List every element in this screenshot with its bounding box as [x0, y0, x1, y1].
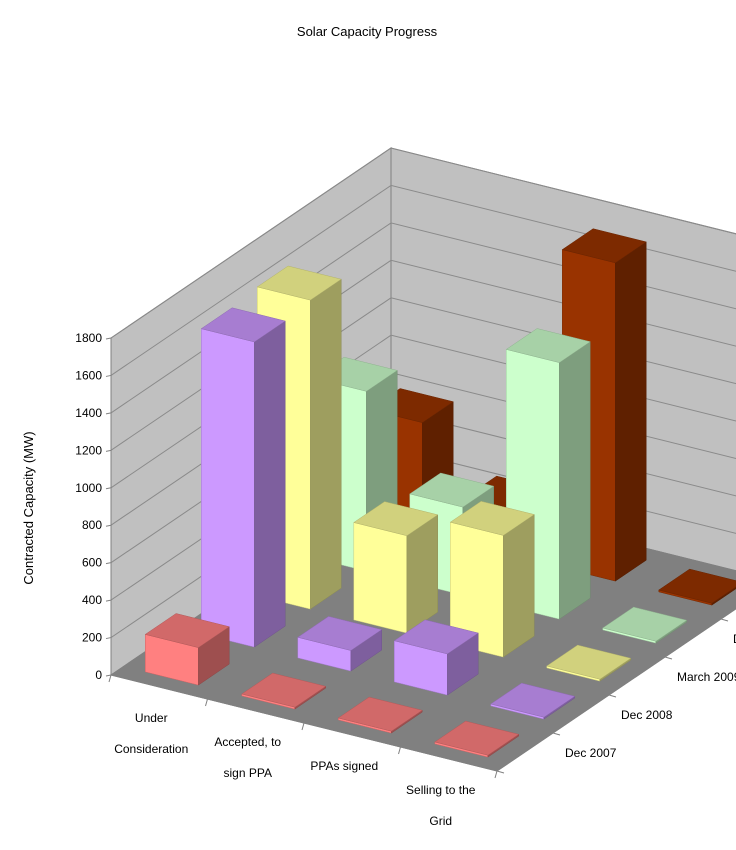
bar: [602, 606, 688, 644]
x-tick: [494, 770, 498, 779]
bar: [393, 619, 479, 696]
bar-top: [449, 501, 535, 536]
bar: [297, 616, 383, 672]
y-tick-label: 1000: [75, 481, 102, 495]
bar-top: [602, 606, 688, 642]
bar-top: [505, 328, 591, 363]
bar: [144, 613, 230, 686]
bar: [505, 328, 591, 620]
series-label: March 2009: [677, 670, 736, 684]
depth-axis-line: [496, 608, 736, 772]
y-tick: [105, 562, 112, 565]
x-tick: [108, 674, 112, 683]
x-tick: [205, 698, 208, 707]
bar: [490, 682, 576, 720]
bar-top: [256, 265, 342, 301]
depth-tick: [496, 770, 505, 774]
x-tick-label: Grid: [429, 814, 452, 828]
y-tick-label: 1800: [75, 331, 102, 345]
series-label: Dec 2009: [733, 632, 736, 646]
bar: [449, 501, 535, 658]
x-tick: [398, 746, 401, 755]
bar-top: [409, 472, 495, 508]
bar-top: [337, 696, 423, 732]
y-axis-label: Contracted Capacity (MW): [21, 431, 36, 584]
depth-tick: [720, 618, 729, 622]
gridline: [110, 147, 736, 339]
bar-top: [353, 501, 439, 536]
bar-top: [297, 616, 383, 651]
y-tick-label: 200: [82, 631, 102, 645]
y-tick-label: 1400: [75, 406, 102, 420]
y-tick: [105, 337, 112, 340]
y-tick: [105, 449, 112, 452]
y-tick-label: 1600: [75, 368, 102, 382]
series-label: Dec 2007: [565, 746, 617, 760]
depth-tick: [664, 656, 673, 660]
bar-top: [490, 682, 576, 718]
bar-top: [546, 644, 632, 680]
bar-side: [711, 586, 736, 606]
y-tick: [105, 637, 112, 640]
chart-labels: 0 200 400 600 800 1000 1200 1400 1600 1800 Under Co…: [75, 331, 736, 828]
x-tick-label: Consideration: [114, 742, 188, 756]
y-tick: [105, 524, 112, 527]
x-tick-label: Under: [135, 711, 168, 725]
y-tick: [105, 599, 112, 602]
bar: [353, 501, 439, 634]
bar: [241, 672, 327, 710]
depth-tick: [608, 694, 617, 698]
x-tick-label: Selling to the: [406, 783, 476, 797]
y-tick: [105, 674, 112, 677]
y-tick-label: 400: [82, 593, 102, 607]
bar: [200, 307, 286, 648]
depth-tick: [552, 732, 561, 736]
bar-top: [241, 672, 327, 708]
y-tick: [105, 412, 112, 415]
x-tick: [301, 722, 305, 731]
series-label: Dec 2008: [621, 708, 673, 722]
y-tick-label: 800: [82, 518, 102, 532]
chart-title: Solar Capacity Progress: [297, 24, 438, 39]
bar-side: [254, 320, 286, 648]
bar: [658, 568, 736, 606]
x-tick-label: Accepted, to: [214, 735, 281, 749]
bar-top: [393, 619, 479, 655]
bar-top: [434, 720, 520, 756]
chart-bars: [144, 228, 736, 758]
bar: [546, 644, 632, 682]
bar-top: [144, 613, 230, 648]
bar: [337, 696, 423, 734]
x-tick-label: sign PPA: [224, 766, 272, 780]
bar-top: [200, 307, 286, 343]
x-tick-label: PPAs signed: [310, 759, 378, 773]
bar-top: [658, 568, 736, 604]
bar-front: [353, 522, 408, 634]
bar-side: [310, 278, 342, 610]
bar: [434, 720, 520, 758]
bar-top: [561, 228, 647, 264]
y-tick: [105, 487, 112, 490]
gridline: [110, 184, 736, 376]
bar-side: [615, 241, 647, 582]
bar-side: [503, 514, 535, 658]
bar-side: [559, 341, 591, 620]
y-tick: [105, 374, 112, 377]
y-tick-label: 0: [95, 668, 102, 682]
y-tick-label: 600: [82, 556, 102, 570]
y-tick-label: 1200: [75, 443, 102, 457]
bar-front: [201, 328, 255, 648]
